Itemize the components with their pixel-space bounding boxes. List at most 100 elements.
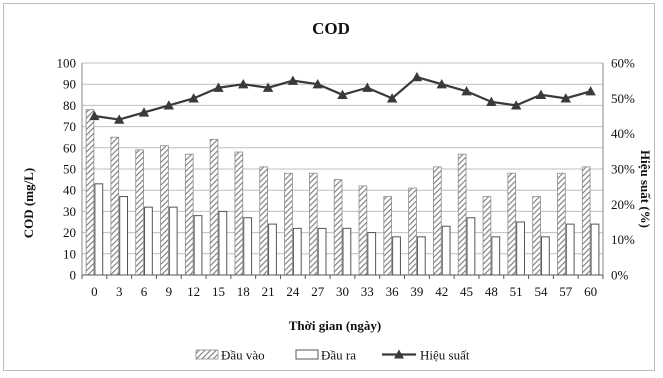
point-hieu-suat (411, 71, 423, 82)
x-tick-label: 15 (212, 284, 225, 299)
bar-dau-ra (441, 225, 451, 276)
bars (85, 109, 600, 276)
point-hieu-suat (312, 79, 323, 89)
legend-marker-hieu-suat (394, 349, 404, 359)
x-tick-label: 9 (166, 284, 173, 299)
y2-tick-label: 0% (611, 268, 629, 283)
point-hieu-suat (510, 100, 522, 110)
y2-tick-label: 60% (611, 56, 635, 71)
bar-dau-ra (516, 221, 525, 276)
legend-swatch-dau-ra (295, 349, 319, 360)
bar-dau-ra (565, 223, 575, 276)
bar-dau-ra (491, 236, 501, 276)
legend-swatch-dau-vao (195, 349, 219, 360)
x-tick-label: 42 (435, 284, 448, 299)
bar-dau-vao (85, 109, 95, 276)
bar-dau-vao (482, 196, 492, 276)
bar-dau-ra (193, 215, 203, 276)
bar-dau-vao (110, 136, 120, 276)
y2-tick-label: 10% (611, 232, 635, 247)
y-tick-label: 40 (63, 183, 76, 198)
point-hieu-suat (138, 107, 150, 117)
point-hieu-suat (362, 82, 373, 92)
y2-tick-label: 20% (611, 197, 635, 212)
bar-dau-ra (392, 236, 401, 276)
y-tick-label: 10 (63, 246, 76, 261)
x-tick-label: 3 (116, 284, 123, 299)
legend-label-dau-ra: Đầu ra (321, 348, 356, 363)
bar-dau-ra (218, 210, 228, 276)
x-tick-label: 54 (534, 284, 548, 299)
point-hieu-suat (585, 86, 596, 96)
bar-dau-ra (94, 183, 104, 276)
y-tick-label: 100 (57, 56, 77, 71)
bar-dau-vao (532, 196, 541, 276)
point-hieu-suat (238, 79, 249, 89)
point-hieu-suat (213, 82, 224, 92)
bar-dau-vao (135, 149, 144, 276)
bar-dau-ra (317, 227, 327, 276)
y2-tick-label: 40% (611, 126, 635, 141)
x-tick-label: 21 (262, 284, 275, 299)
bar-dau-ra (466, 217, 476, 276)
x-tick-label: 6 (141, 284, 148, 299)
bar-dau-ra (367, 232, 377, 276)
y-tick-label: 70 (63, 119, 76, 134)
point-hieu-suat (461, 86, 472, 96)
point-hieu-suat (535, 89, 547, 99)
legend-label-hieu-suat: Hiệu suất (420, 348, 470, 363)
x-tick-label: 33 (361, 284, 374, 299)
bar-dau-ra (342, 227, 352, 276)
x-tick-label: 36 (386, 284, 400, 299)
y-tick-label: 60 (63, 140, 76, 155)
x-tick-label: 27 (311, 284, 325, 299)
bar-dau-ra (292, 227, 302, 276)
y-tick-label: 90 (63, 77, 76, 92)
y2-tick-label: 30% (611, 162, 635, 177)
point-hieu-suat (262, 82, 274, 92)
bar-dau-vao (507, 172, 517, 276)
bar-dau-ra (144, 206, 153, 276)
axes (81, 63, 604, 279)
y-tick-label: 0 (70, 268, 77, 283)
point-hieu-suat (337, 89, 348, 99)
bar-dau-vao (284, 172, 293, 276)
x-tick-label: 18 (237, 284, 250, 299)
bar-dau-ra (590, 223, 600, 276)
point-hieu-suat (560, 93, 571, 103)
tick-labels: 01020304050607080901000%10%20%30%40%50%6… (57, 56, 636, 300)
y-tick-label: 30 (63, 204, 76, 219)
point-hieu-suat (188, 93, 199, 103)
bar-dau-ra (268, 223, 277, 276)
bar-dau-vao (234, 151, 244, 276)
chart-title: COD (312, 19, 350, 38)
legend: Đầu vào Đầu ra Hiệu suất (195, 348, 470, 363)
bar-dau-vao (333, 179, 343, 276)
x-tick-label: 48 (485, 284, 498, 299)
legend-label-dau-vao: Đầu vào (221, 348, 265, 363)
bar-dau-ra (168, 206, 178, 276)
x-axis-label: Thời gian (ngày) (289, 318, 381, 333)
bar-dau-ra (119, 196, 129, 276)
point-hieu-suat (163, 100, 175, 110)
point-hieu-suat (386, 93, 398, 103)
x-tick-label: 45 (460, 284, 473, 299)
bar-dau-vao (557, 172, 566, 276)
y-tick-label: 80 (63, 98, 76, 113)
bar-dau-vao (383, 196, 393, 276)
bar-dau-ra (243, 217, 253, 276)
y2-tick-label: 50% (611, 91, 635, 106)
point-hieu-suat (287, 75, 299, 85)
x-tick-label: 39 (410, 284, 423, 299)
bar-dau-vao (259, 166, 268, 276)
x-tick-label: 24 (286, 284, 300, 299)
y-tick-label: 50 (63, 162, 76, 177)
bar-dau-vao (358, 185, 368, 276)
bar-dau-vao (184, 153, 194, 276)
y2-axis-label: Hiệu suất (%) (638, 150, 653, 228)
efficiency-line (89, 71, 596, 124)
x-tick-label: 60 (584, 284, 597, 299)
point-hieu-suat (436, 79, 447, 89)
point-hieu-suat (114, 114, 125, 124)
